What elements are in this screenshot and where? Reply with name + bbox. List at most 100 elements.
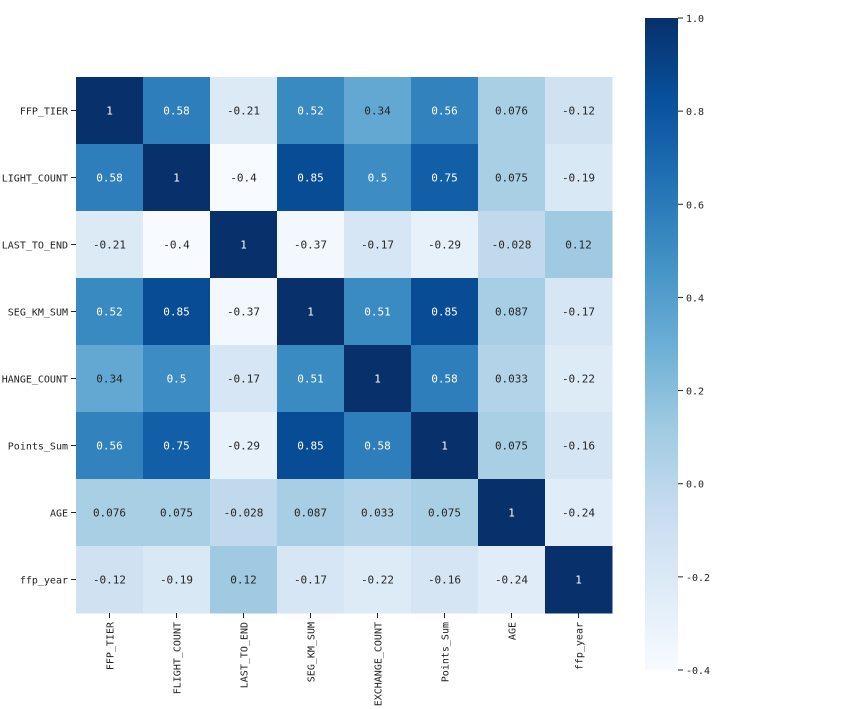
heatmap-cell: [210, 77, 278, 145]
colorbar-tick-label: 0.8: [686, 107, 704, 118]
cell-annotation: 1: [508, 507, 515, 520]
heatmap-cell: [344, 479, 412, 547]
heatmap-cell: [411, 479, 479, 547]
cell-annotation: -0.21: [227, 105, 260, 118]
heatmap-cell: [478, 77, 546, 145]
row-tick-label: LIGHT_COUNT: [2, 174, 68, 185]
heatmap-cell: [344, 345, 412, 413]
heatmap-cell: [478, 546, 546, 614]
heatmap-cell: [411, 345, 479, 413]
heatmap-cell: [478, 479, 546, 547]
cell-annotation: 0.075: [495, 440, 528, 453]
heatmap-cell: [478, 278, 546, 346]
row-tick-labels: FFP_TIER LIGHT_COUNT LAST_TO_END SEG_KM_SUM…: [2, 107, 76, 587]
heatmap-cell: [411, 77, 479, 145]
heatmap-cell: [545, 211, 613, 279]
cell-annotation: -0.17: [562, 306, 595, 319]
heatmap-cell: [411, 278, 479, 346]
cell-annotation: 1: [575, 574, 582, 587]
heatmap-cell: [411, 546, 479, 614]
heatmap-cell: [277, 546, 345, 614]
cell-annotation: 0.75: [431, 172, 458, 185]
cell-annotation: 0.58: [96, 172, 123, 185]
cell-annotation: 1: [173, 172, 180, 185]
cell-annotation: -0.17: [227, 373, 260, 386]
cell-annotation: -0.24: [562, 507, 595, 520]
cell-annotation: -0.028: [492, 239, 532, 252]
cell-annotation: -0.29: [227, 440, 260, 453]
heatmap-cell: [344, 144, 412, 212]
heatmap-cell: [210, 546, 278, 614]
cell-annotation: -0.37: [227, 306, 260, 319]
cell-annotation: -0.4: [163, 239, 190, 252]
cell-annotation: -0.29: [428, 239, 461, 252]
cell-annotation: -0.19: [160, 574, 193, 587]
cell-annotation: -0.4: [230, 172, 257, 185]
cell-annotation: 0.34: [96, 373, 123, 386]
heatmap-cell: [76, 144, 144, 212]
cell-annotation: 0.12: [565, 239, 592, 252]
heatmap-cell: [76, 479, 144, 547]
cell-annotation: 0.075: [495, 172, 528, 185]
colorbar-gradient: [645, 18, 678, 670]
heatmap-cell: [478, 144, 546, 212]
column-tick-labels: FFP_TIER FLIGHT_COUNT LAST_TO_END SEG_KM_SU…: [106, 613, 586, 706]
cell-annotation: -0.19: [562, 172, 595, 185]
heatmap-cell: [478, 345, 546, 413]
column-tick-label: Points_Sum: [441, 622, 452, 682]
cell-annotation: 0.033: [495, 373, 528, 386]
heatmap-cell: [411, 412, 479, 480]
cell-annotation: 0.51: [364, 306, 391, 319]
colorbar-tick-label: 1.0: [686, 14, 704, 25]
colorbar-tick-label: 0.4: [686, 293, 704, 304]
heatmap-cell: [545, 77, 613, 145]
heatmap-cell: [143, 345, 211, 413]
cell-annotation: 0.52: [96, 306, 123, 319]
heatmap-cell: [277, 345, 345, 413]
heatmap-cell: [277, 479, 345, 547]
cell-annotation: 0.076: [93, 507, 126, 520]
heatmap-cell: [344, 412, 412, 480]
column-tick-label: FFP_TIER: [106, 621, 117, 670]
cell-annotation: 0.087: [294, 507, 327, 520]
heatmap-cell: [411, 211, 479, 279]
row-tick-label: ffp_year: [20, 576, 68, 587]
cell-annotation: -0.21: [93, 239, 126, 252]
heatmap-cell: [277, 211, 345, 279]
cell-annotation: 0.5: [368, 172, 388, 185]
cell-annotation: -0.16: [428, 574, 461, 587]
cell-annotation: -0.17: [294, 574, 327, 587]
heatmap-cell: [478, 211, 546, 279]
cell-annotation: 1: [240, 239, 247, 252]
heatmap-cell: [545, 546, 613, 614]
cell-annotation: -0.37: [294, 239, 327, 252]
cell-annotation: -0.028: [224, 507, 264, 520]
column-tick-label: SEG_KM_SUM: [307, 622, 318, 682]
cell-annotation: -0.24: [495, 574, 528, 587]
cell-annotation: 1: [441, 440, 448, 453]
heatmap-cell: [210, 211, 278, 279]
heatmap-cell: [76, 345, 144, 413]
column-tick-label: FLIGHT_COUNT: [173, 622, 184, 694]
heatmap-cell: [143, 278, 211, 346]
heatmap-annotations: 1 0.58 -0.21 0.52 0.34 0.56 0.076 -0.12 0.58 1 -0.…: [93, 105, 595, 587]
row-tick-label: AGE: [50, 509, 68, 520]
cell-annotation: 0.58: [163, 105, 190, 118]
heatmap-cell: [76, 546, 144, 614]
colorbar-tick-label: 0.2: [686, 387, 704, 398]
heatmap-cell: [478, 412, 546, 480]
cell-annotation: 0.85: [163, 306, 190, 319]
cell-annotation: 0.075: [428, 507, 461, 520]
cell-annotation: 0.075: [160, 507, 193, 520]
heatmap-cell: [76, 412, 144, 480]
cell-annotation: 1: [307, 306, 314, 319]
heatmap-cell: [277, 77, 345, 145]
cell-annotation: 0.85: [431, 306, 458, 319]
cell-annotation: 0.12: [230, 574, 257, 587]
column-tick-label: LAST_TO_END: [240, 622, 251, 688]
heatmap-cell: [545, 412, 613, 480]
cell-annotation: 0.85: [297, 172, 324, 185]
heatmap-cell: [545, 278, 613, 346]
heatmap-cell: [76, 211, 144, 279]
cell-annotation: 0.56: [96, 440, 123, 453]
